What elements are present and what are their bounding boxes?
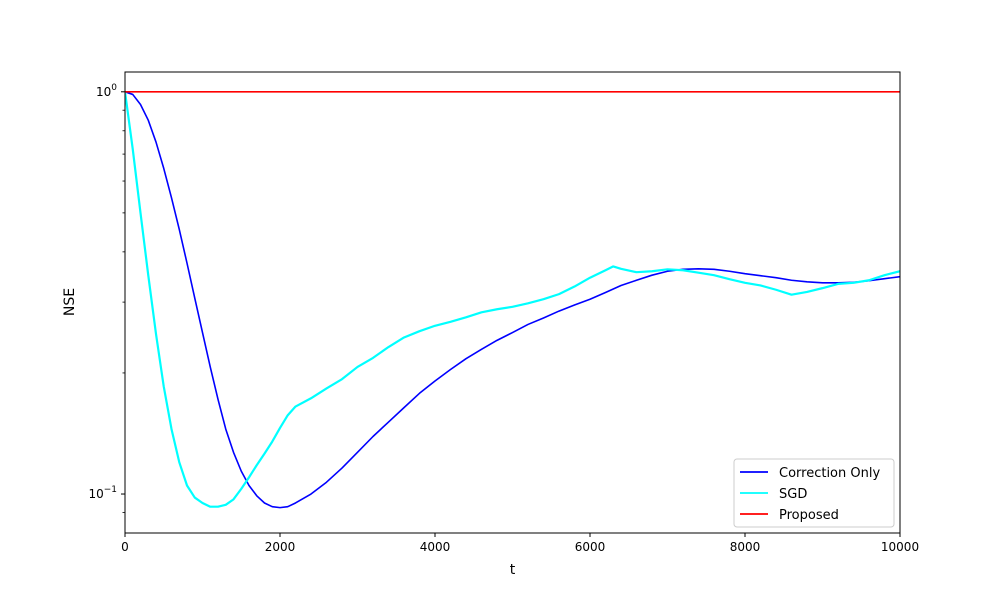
legend-label: SGD [779,487,807,502]
y-tick-label: 10−1 [88,485,117,501]
x-axis-label: t [510,562,516,578]
legend: Correction Only SGD Proposed [733,458,895,528]
y-tick-label: 100 [96,83,117,99]
x-tick-label: 4000 [420,540,451,554]
x-tick-label: 2000 [265,540,296,554]
legend-box [733,458,895,528]
series-line-sgd [125,91,900,508]
legend-label: Proposed [779,508,839,523]
series-layer [125,91,900,509]
x-tick-label: 0 [121,540,129,554]
series-line-correction-only [125,91,900,509]
x-axis-ticks: 0 2000 4000 6000 8000 10000 [121,533,919,554]
legend-label: Correction Only [779,466,880,481]
y-axis-ticks: 100 10−1 [88,83,125,513]
y-axis-label: NSE [62,288,78,316]
x-tick-label: 10000 [881,540,919,554]
x-tick-label: 6000 [575,540,606,554]
x-tick-label: 8000 [730,540,761,554]
